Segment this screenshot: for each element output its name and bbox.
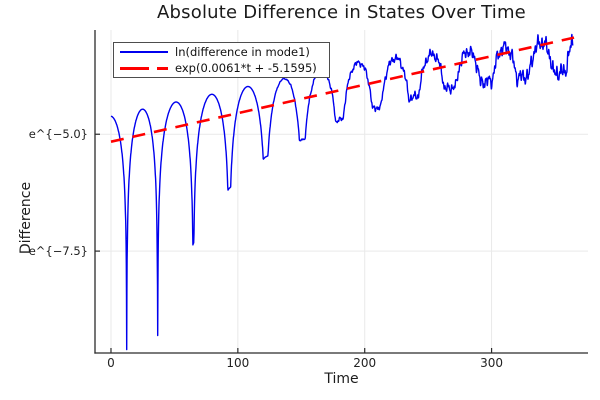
legend-label-series1: ln(difference in mode1): [175, 45, 310, 59]
legend-label-series2: exp(0.0061*t + -5.1595): [175, 61, 317, 75]
legend: ln(difference in mode1) exp(0.0061*t + -…: [113, 42, 330, 78]
x-axis-label: Time: [324, 371, 359, 387]
x-tick-label-200: 200: [353, 356, 377, 370]
x-tick-label-100: 100: [226, 356, 250, 370]
y-tick-label-e-7-5: e^{−7.5}: [28, 244, 88, 259]
x-tick-label-0: 0: [107, 356, 115, 370]
legend-entry-exp-fit: exp(0.0061*t + -5.1595): [120, 60, 329, 76]
legend-entry-ln-difference: ln(difference in mode1): [120, 44, 329, 60]
legend-line-sample-red-dashed: [120, 66, 168, 70]
legend-line-sample-blue: [120, 50, 168, 54]
x-tick-label-300: 300: [480, 356, 504, 370]
chart-title: Absolute Difference in States Over Time: [157, 2, 526, 23]
y-tick-label-e-5: e^{−5.0}: [28, 127, 88, 142]
